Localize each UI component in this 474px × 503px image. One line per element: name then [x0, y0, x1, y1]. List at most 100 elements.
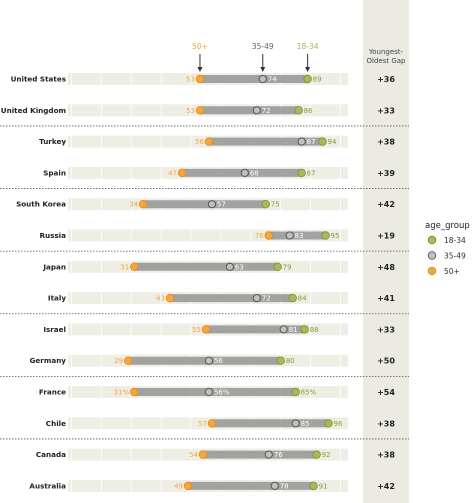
dot-18-34-turkey — [318, 137, 327, 146]
label-35-49-turkey: 87 — [307, 138, 316, 146]
label-35-49-france: 56% — [214, 389, 230, 397]
label-18-34-united-states: 89 — [313, 76, 322, 84]
label-18-34-turkey: 94 — [328, 138, 337, 146]
dot-18-34-italy — [288, 293, 297, 303]
country-label-south-korea: South Korea — [16, 200, 66, 209]
dot-18-34-japan — [273, 262, 282, 271]
label-18-34-chile: 96 — [334, 420, 343, 428]
dot-18-34-united-states — [303, 74, 312, 84]
dot-35-49-france — [204, 387, 214, 397]
dot-50-plus-canada — [198, 450, 208, 459]
gap-value-italy: +41 — [377, 294, 395, 303]
country-label-turkey: Turkey — [39, 137, 66, 146]
dot-50-plus-russia — [264, 231, 273, 240]
label-18-34-canada: 92 — [322, 451, 331, 459]
label-35-49-canada: 76 — [274, 451, 283, 459]
header-18-34-arrow-head — [305, 67, 311, 72]
column-headers: Youngest- Oldest Gap 50+ 35-49 18-34 — [192, 42, 406, 72]
country-label-canada: Canada — [36, 450, 66, 459]
dot-35-49-south-korea — [207, 200, 217, 209]
country-label-russia: Russia — [39, 231, 66, 240]
country-label-germany: Germany — [30, 356, 67, 365]
label-18-34-australia: 91 — [319, 482, 328, 490]
dot-35-49-australia — [270, 481, 279, 490]
label-50-plus-russia: 76 — [255, 232, 264, 240]
legend-title: age_group — [425, 221, 470, 231]
label-18-34-russia: 95 — [331, 232, 340, 240]
label-50-plus-south-korea: 34 — [129, 201, 138, 209]
dot-50-plus-australia — [183, 481, 193, 491]
dot-35-49-canada — [264, 450, 273, 459]
dot-35-49-united-kingdom — [252, 106, 261, 115]
header-50-plus: 50+ — [192, 42, 208, 51]
dot-50-plus-france — [129, 387, 139, 397]
label-50-plus-france: 31% — [114, 389, 130, 397]
label-18-34-spain: 87 — [307, 169, 316, 177]
data-layer: United States 53 74 89 +36 United Kingdom 53 72… — [1, 75, 396, 491]
gap-value-germany: +50 — [377, 357, 395, 366]
country-label-chile: Chile — [46, 419, 66, 428]
header-35-49-arrow-head — [260, 67, 266, 72]
label-35-49-spain: 68 — [250, 169, 259, 177]
dot-35-49-united-states — [258, 74, 267, 84]
gap-value-france: +54 — [377, 388, 395, 397]
gap-value-russia: +19 — [377, 232, 395, 241]
dot-35-49-japan — [225, 262, 234, 271]
gap-column-background — [363, 0, 409, 503]
dot-50-plus-israel — [201, 325, 211, 334]
dot-50-plus-italy — [165, 293, 175, 303]
gap-value-turkey: +38 — [377, 138, 395, 147]
gap-value-south-korea: +42 — [377, 200, 395, 209]
dot-50-plus-chile — [207, 419, 217, 428]
label-50-plus-canada: 54 — [189, 451, 198, 459]
gap-value-chile: +38 — [377, 419, 395, 428]
gap-value-canada: +38 — [377, 451, 395, 460]
label-35-49-germany: 56 — [214, 357, 223, 365]
dot-18-34-south-korea — [261, 199, 270, 209]
label-18-34-france: 85% — [301, 389, 317, 397]
label-50-plus-israel: 55 — [192, 326, 201, 334]
country-label-united-kingdom: United Kingdom — [1, 106, 66, 115]
gap-value-united-kingdom: +33 — [377, 106, 395, 115]
dot-18-34-spain — [297, 168, 306, 178]
label-35-49-russia: 83 — [295, 232, 304, 240]
gap-value-united-states: +36 — [377, 75, 395, 84]
dot-18-34-germany — [276, 356, 285, 365]
dot-18-34-france — [291, 387, 300, 397]
dot-35-49-turkey — [297, 137, 306, 146]
label-50-plus-turkey: 56 — [195, 138, 204, 146]
label-50-plus-united-kingdom: 53 — [186, 107, 195, 115]
dot-50-plus-turkey — [204, 137, 214, 146]
legend-item-18-34-marker — [427, 235, 437, 245]
header-18-34: 18-34 — [297, 42, 319, 51]
gap-header-line-1: Youngest- — [368, 48, 404, 56]
country-label-italy: Italy — [48, 294, 66, 303]
country-label-australia: Australia — [29, 481, 66, 490]
label-35-49-united-states: 74 — [268, 76, 277, 84]
gap-value-australia: +42 — [377, 482, 395, 491]
label-18-34-japan: 79 — [283, 263, 292, 271]
dot-35-49-israel — [279, 325, 288, 334]
dot-50-plus-germany — [124, 356, 133, 365]
label-50-plus-germany: 29 — [114, 357, 123, 365]
dot-18-34-russia — [321, 231, 330, 240]
dot-18-34-canada — [312, 450, 321, 459]
gap-value-israel: +33 — [377, 325, 395, 334]
group-dividers — [0, 125, 409, 440]
dot-18-34-chile — [324, 419, 333, 428]
label-18-34-israel: 88 — [310, 326, 319, 334]
band-layer — [68, 73, 348, 492]
dot-35-49-chile — [291, 419, 300, 428]
dot-18-34-united-kingdom — [294, 106, 303, 115]
gap-value-japan: +48 — [377, 263, 395, 272]
label-18-34-italy: 84 — [298, 295, 307, 303]
dot-50-plus-south-korea — [138, 199, 148, 209]
legend-item-18-34-label: 18-34 — [444, 236, 466, 245]
dot-50-plus-japan — [129, 262, 139, 271]
label-35-49-chile: 85 — [301, 420, 310, 428]
legend-item-35-49-label: 35-49 — [444, 251, 466, 260]
label-35-49-united-kingdom: 72 — [262, 107, 271, 115]
country-label-israel: Israel — [43, 325, 66, 334]
label-18-34-united-kingdom: 86 — [304, 107, 313, 115]
